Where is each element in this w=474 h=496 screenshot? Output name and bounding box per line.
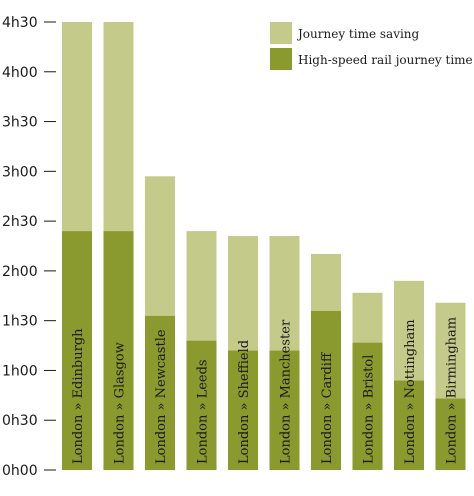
- legend-label-hsr: High-speed rail journey time: [298, 53, 473, 67]
- category-label: London » Birmingham: [445, 317, 460, 464]
- bar-group: London » Cardiff: [311, 253, 341, 470]
- bar-time-saving: [186, 231, 217, 341]
- category-label: London » Glasgow: [113, 342, 128, 464]
- bar-hsr-time: [103, 231, 134, 470]
- bar-group: London » Edinburgh: [62, 22, 92, 470]
- category-label: London » Sheffield: [237, 340, 252, 464]
- bar-hsr-time: [145, 315, 175, 470]
- bar-time-saving: [228, 236, 258, 351]
- bar-time-saving: [62, 22, 92, 232]
- bar-group: London » Birmingham: [435, 302, 466, 470]
- legend: Journey time saving High-speed rail jour…: [270, 22, 473, 70]
- y-tick-label: 0h30: [2, 413, 38, 429]
- y-axis: 0h00 0h30 1h00 1h30 2h00 2h30 3h00 3h30 4h00 4h30: [2, 15, 56, 479]
- legend-label-saving: Journey time saving: [296, 27, 420, 41]
- legend-swatch-hsr: [270, 48, 292, 70]
- y-tick-label: 3h30: [2, 115, 38, 131]
- bar-group: London » Glasgow: [103, 22, 134, 470]
- y-tick-label: 2h00: [2, 264, 38, 280]
- bar-hsr-time: [352, 342, 383, 470]
- category-label: London » Newcastle: [154, 329, 169, 464]
- category-label: London » Edinburgh: [71, 328, 86, 464]
- bar-time-saving: [103, 22, 134, 232]
- category-label: London » Leeds: [196, 359, 211, 464]
- bar-group: London » Leeds: [186, 231, 217, 470]
- category-label: London » Cardiff: [320, 351, 335, 464]
- bar-time-saving: [145, 176, 175, 316]
- bar-group: London » Nottingham: [394, 280, 424, 470]
- bar-group: London » Bristol: [352, 292, 383, 470]
- bar-group: London » Newcastle: [145, 176, 175, 470]
- bar-group: London » Sheffield: [228, 236, 258, 470]
- bar-hsr-time: [394, 380, 424, 470]
- bar-hsr-time: [269, 350, 300, 470]
- bar-time-saving: [269, 236, 300, 351]
- bar-hsr-time: [186, 340, 217, 470]
- bar-time-saving: [352, 292, 383, 343]
- bar-group: London » Manchester: [269, 236, 300, 470]
- y-tick-label: 1h00: [2, 363, 38, 379]
- bar-time-saving: [394, 280, 424, 381]
- y-tick-label: 2h30: [2, 214, 38, 230]
- bar-hsr-time: [311, 310, 341, 470]
- bar-hsr-time: [435, 398, 466, 470]
- category-label: London » Nottingham: [403, 319, 418, 464]
- bar-time-saving: [311, 253, 341, 311]
- bar-time-saving: [435, 302, 466, 399]
- category-label: London » Bristol: [362, 355, 377, 464]
- category-label: London » Manchester: [279, 319, 294, 464]
- bar-hsr-time: [228, 350, 258, 470]
- y-tick-label: 0h00: [2, 463, 38, 479]
- bars: London » Edinburgh London » Glasgow London…: [62, 22, 466, 470]
- bar-hsr-time: [62, 231, 92, 470]
- y-tick-label: 1h30: [2, 314, 38, 330]
- y-tick-label: 4h00: [2, 65, 38, 81]
- y-tick-label: 3h00: [2, 164, 38, 180]
- y-tick-label: 4h30: [2, 15, 38, 31]
- legend-swatch-saving: [270, 22, 292, 44]
